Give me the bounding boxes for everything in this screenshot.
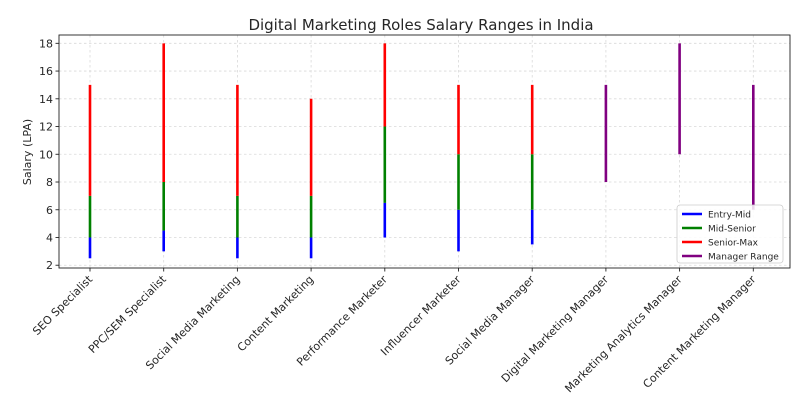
legend-label: Senior-Max — [708, 239, 759, 249]
legend-label: Manager Range — [708, 253, 779, 263]
chart-title: Digital Marketing Roles Salary Ranges in… — [248, 16, 593, 34]
bar-layer — [88, 43, 755, 259]
y-tick-label: 16 — [39, 65, 53, 78]
y-tick-label: 14 — [39, 93, 53, 106]
y-tick-label: 8 — [46, 176, 53, 189]
legend-label: Mid-Senior — [708, 225, 756, 235]
legend-label: Entry-Mid — [708, 211, 751, 221]
x-tick-label: Marketing Analytics Manager — [562, 273, 685, 396]
x-tick-label: PPC/SEM Specialist — [86, 272, 169, 355]
x-tick-label: Content Marketing — [235, 273, 316, 354]
y-axis-label: Salary (LPA) — [21, 119, 34, 185]
legend: Entry-Mid Mid-Senior Senior-Max Manager Ran… — [676, 204, 784, 264]
y-tick-label: 4 — [46, 231, 53, 244]
legend-box — [676, 204, 784, 264]
x-tick-label: SEO Specialist — [30, 272, 95, 337]
x-tick-label: Influencer Marketer — [378, 273, 464, 359]
y-tick-label: 18 — [39, 37, 53, 50]
y-axis: 2 4 6 8 10 12 14 16 18 — [39, 37, 59, 272]
y-tick-label: 2 — [46, 259, 53, 272]
y-tick-label: 12 — [39, 121, 53, 134]
y-tick-label: 6 — [46, 204, 53, 217]
y-tick-label: 10 — [39, 148, 53, 161]
plot-frame — [58, 34, 791, 269]
